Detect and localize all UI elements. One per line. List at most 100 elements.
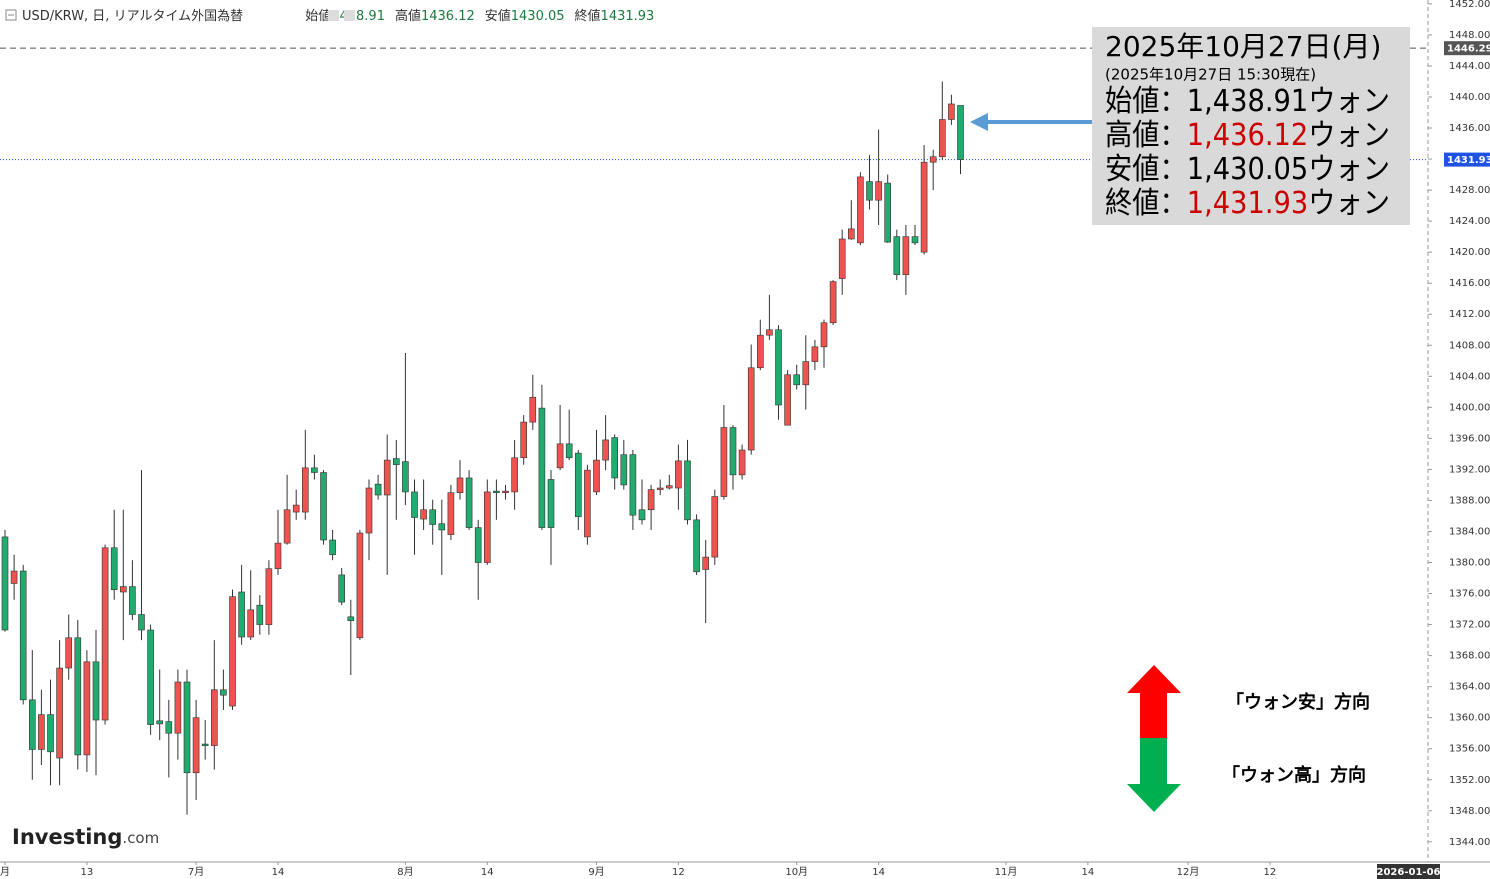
candle-body <box>1 536 9 631</box>
candle-body <box>857 176 864 244</box>
price-label-box <box>1444 152 1490 167</box>
candle-body <box>565 443 573 459</box>
candle-body <box>456 477 464 493</box>
price-label-box <box>1444 41 1490 56</box>
y-tick-label: 1448.00 <box>1449 30 1490 41</box>
y-tick-label: 1384.00 <box>1449 526 1490 537</box>
y-tick-label: 1372.00 <box>1449 620 1490 631</box>
candle-body <box>893 236 901 275</box>
candle-body <box>56 667 63 759</box>
candle-body <box>938 119 946 158</box>
candle-body <box>183 681 191 774</box>
candle-body <box>120 586 127 593</box>
candle-body <box>229 596 236 707</box>
x-tick-label: 9月 <box>588 866 604 878</box>
candle-body <box>28 699 36 750</box>
low-value: 1430.05 <box>511 9 565 24</box>
y-tick-label: 1344.00 <box>1449 837 1490 848</box>
x-tick-label: 14 <box>481 867 494 878</box>
candle-body <box>101 547 109 721</box>
candle-body <box>256 604 264 625</box>
x-tick-label: 月 <box>0 866 10 878</box>
candle-body <box>547 479 555 528</box>
pointer-arrow-head <box>970 113 988 131</box>
open-label: 始値 <box>305 8 331 24</box>
candle-body <box>820 322 828 348</box>
info-row: 終値：1,431.93ウォン <box>1105 186 1390 221</box>
legend-header: USD/KRW, 日, リアルタイム外国為替 始値1438.91 高値1436.12… <box>22 8 654 24</box>
open-value: 1438.91 <box>331 9 385 24</box>
candle-body <box>47 714 54 753</box>
candle-body <box>502 490 509 493</box>
logo: Investing.com <box>12 825 159 849</box>
x-tick-label: 14 <box>272 867 285 878</box>
candle-body <box>620 454 628 486</box>
candle-body <box>283 509 291 544</box>
y-tick-label: 1392.00 <box>1449 464 1490 475</box>
candle-body <box>265 568 273 625</box>
settings-icon[interactable] <box>344 10 355 21</box>
candle-body <box>793 374 801 386</box>
candle-body <box>811 346 819 362</box>
candle-body <box>493 490 500 493</box>
candle-body <box>320 472 327 541</box>
candle-body <box>611 437 619 479</box>
y-tick-label: 1416.00 <box>1449 278 1490 289</box>
price-label: 1446.29 <box>1447 44 1490 55</box>
close-label: 終値 <box>575 8 601 24</box>
candle-body <box>584 469 591 538</box>
x-tick-label: 8月 <box>397 866 413 878</box>
info-row: 安値：1,430.05ウォン <box>1105 152 1390 187</box>
candle-body <box>847 228 855 240</box>
collapse-icon[interactable] <box>5 9 17 21</box>
candle-body <box>74 637 82 756</box>
candle-body <box>520 421 528 459</box>
candle-body <box>411 491 418 518</box>
candle-body <box>220 689 227 696</box>
candle-body <box>147 629 154 725</box>
info-title: 2025年10月27日(月) <box>1105 30 1381 63</box>
candle-body <box>438 523 446 531</box>
info-row-value: 1,438.91 <box>1187 84 1308 119</box>
candle-body <box>10 570 18 584</box>
candle-body <box>638 509 646 521</box>
candle-body <box>684 460 691 521</box>
direction-down-label: 「ウォン高」方向 <box>1222 764 1366 786</box>
info-row-unit: ウォン <box>1308 186 1390 221</box>
candle-body <box>656 487 664 490</box>
candle-body <box>402 461 409 493</box>
candle-body <box>675 460 682 489</box>
info-row-unit: ウォン <box>1308 84 1390 119</box>
x-marker-label: 2026-01-06 <box>1377 867 1441 878</box>
x-tick-label: 11月 <box>995 866 1018 878</box>
candle-body <box>38 714 45 750</box>
candle-body <box>775 329 782 406</box>
candle-body <box>292 504 300 513</box>
y-tick-label: 1424.00 <box>1449 216 1490 227</box>
info-row-value: 1,431.93 <box>1187 186 1308 221</box>
candle-body <box>911 236 919 244</box>
candle-body <box>329 539 336 556</box>
candle-body <box>693 519 700 573</box>
candle-body <box>301 467 309 513</box>
candle-body <box>747 367 755 451</box>
y-tick-label: 1380.00 <box>1449 558 1490 569</box>
high-value: 1436.12 <box>421 9 475 24</box>
candle-body <box>65 637 72 669</box>
candle-body <box>602 439 609 461</box>
high-label: 高値 <box>395 8 421 24</box>
info-row-label: 高値： <box>1105 118 1187 153</box>
candle-body <box>247 609 254 638</box>
info-row: 始値：1,438.91ウォン <box>1105 84 1390 119</box>
candle-body <box>511 457 518 493</box>
candle-body <box>784 374 791 426</box>
candle-body <box>347 616 355 622</box>
candle-body <box>920 161 928 253</box>
info-rows: 始値：1,438.91ウォン高値：1,436.12ウォン安値：1,430.05ウ… <box>1105 84 1390 221</box>
candle-body <box>365 487 373 534</box>
y-tick-label: 1368.00 <box>1449 651 1490 662</box>
candle-body <box>538 407 546 528</box>
settings-icon[interactable] <box>328 10 339 21</box>
candle-body <box>356 532 364 639</box>
